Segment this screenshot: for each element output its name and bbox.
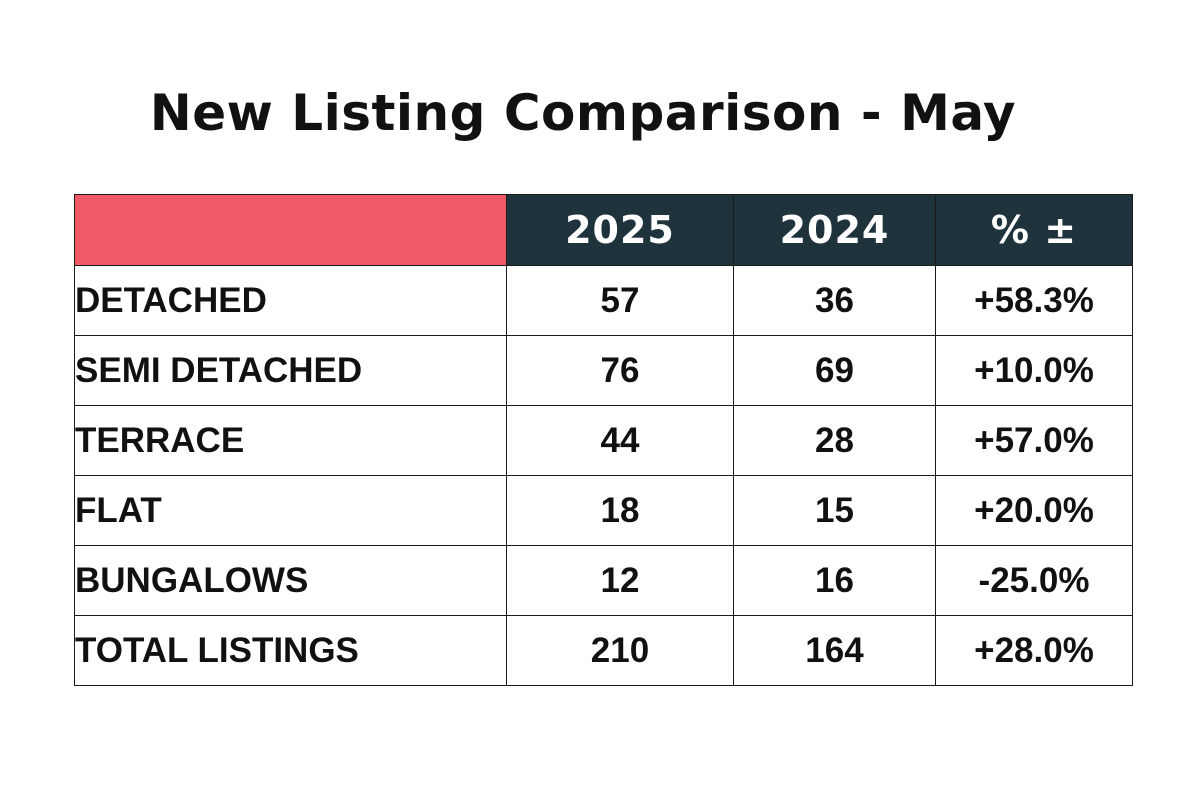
table-row: FLAT 18 15 +20.0% bbox=[74, 475, 1133, 546]
cell-2024: 69 bbox=[733, 335, 936, 406]
cell-change: -25.0% bbox=[935, 545, 1133, 616]
header-accent-cell bbox=[74, 194, 507, 266]
column-header-2025: 2025 bbox=[506, 194, 734, 266]
column-header-2024: 2024 bbox=[733, 194, 936, 266]
cell-change: +58.3% bbox=[935, 265, 1133, 336]
chart-title: New Listing Comparison - May bbox=[149, 84, 1017, 142]
table-row-total: TOTAL LISTINGS 210 164 +28.0% bbox=[74, 615, 1133, 686]
cell-change: +10.0% bbox=[935, 335, 1133, 406]
cell-2024: 16 bbox=[733, 545, 936, 616]
listing-comparison-table: 2025 2024 % ± DETACHED 57 36 +58.3% SEMI… bbox=[74, 194, 1133, 686]
cell-2024: 28 bbox=[733, 405, 936, 476]
header-row: 2025 2024 % ± bbox=[74, 194, 1133, 266]
row-label: FLAT bbox=[74, 475, 507, 546]
cell-2025: 210 bbox=[506, 615, 734, 686]
table-row: DETACHED 57 36 +58.3% bbox=[74, 265, 1133, 336]
cell-change: +20.0% bbox=[935, 475, 1133, 546]
row-label: DETACHED bbox=[74, 265, 507, 336]
table-row: BUNGALOWS 12 16 -25.0% bbox=[74, 545, 1133, 616]
row-label: BUNGALOWS bbox=[74, 545, 507, 616]
cell-2025: 76 bbox=[506, 335, 734, 406]
cell-2025: 12 bbox=[506, 545, 734, 616]
row-label: TOTAL LISTINGS bbox=[74, 615, 507, 686]
cell-2025: 18 bbox=[506, 475, 734, 546]
column-header-change: % ± bbox=[935, 194, 1133, 266]
cell-2024: 36 bbox=[733, 265, 936, 336]
cell-2024: 15 bbox=[733, 475, 936, 546]
table-row: TERRACE 44 28 +57.0% bbox=[74, 405, 1133, 476]
table-row: SEMI DETACHED 76 69 +10.0% bbox=[74, 335, 1133, 406]
cell-change: +57.0% bbox=[935, 405, 1133, 476]
cell-2025: 44 bbox=[506, 405, 734, 476]
row-label: TERRACE bbox=[74, 405, 507, 476]
row-label: SEMI DETACHED bbox=[74, 335, 507, 406]
cell-2025: 57 bbox=[506, 265, 734, 336]
cell-change: +28.0% bbox=[935, 615, 1133, 686]
cell-2024: 164 bbox=[733, 615, 936, 686]
